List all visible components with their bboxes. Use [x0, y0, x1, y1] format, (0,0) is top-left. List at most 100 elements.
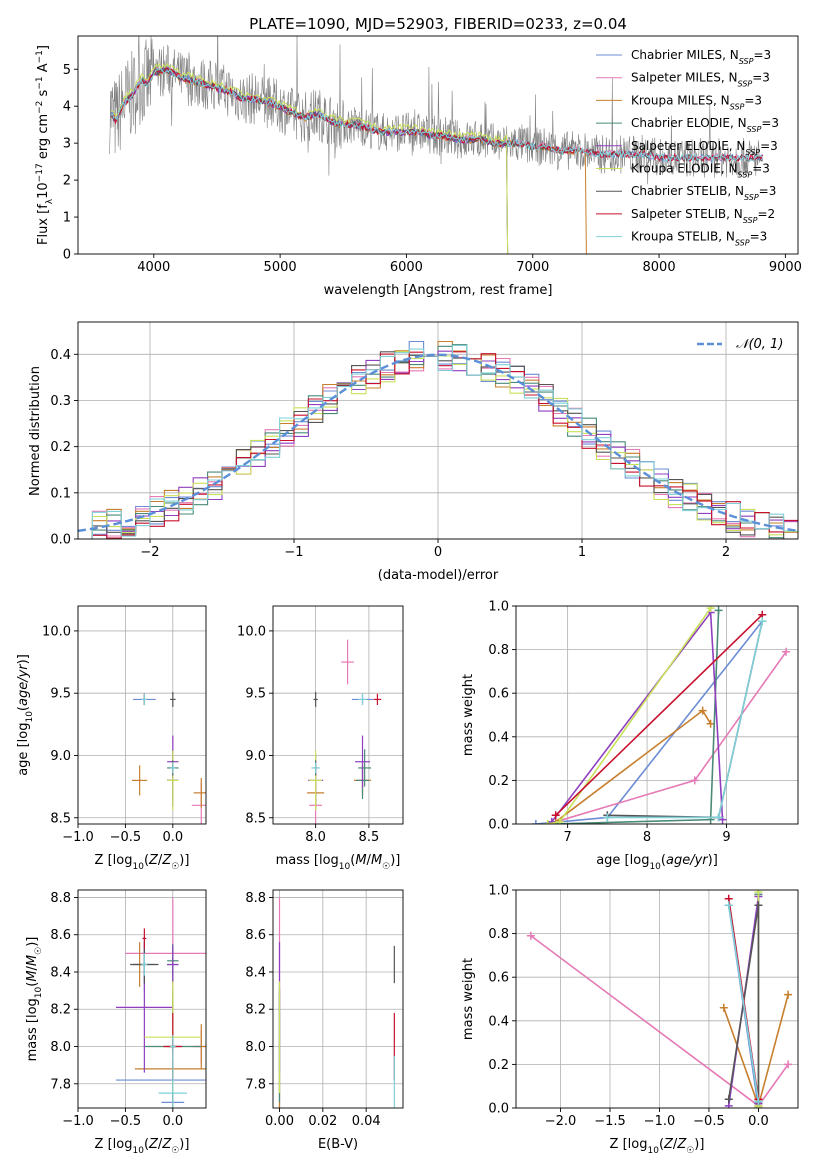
y-tick-label: 10.0 [237, 624, 266, 639]
x-tick-label: 0.02 [308, 1114, 337, 1129]
axis-label-part: ( [16, 706, 31, 711]
x-tick-label: 4000 [137, 260, 170, 275]
legend-label-part: SSP [743, 215, 758, 224]
legend-label-part: SSP [744, 193, 759, 202]
axis-label: age [log10(age/yr)] [596, 853, 718, 872]
axes-weight-vs-Z: −2.0 −1.5 −1.0 −0.5 0.0 0.0 0.2 0.4 0.6 0.8 1.0 Z [… [461, 884, 799, 1156]
legend-label-part: SSP [747, 125, 762, 134]
axis-label-part: ☉ [34, 947, 44, 955]
y-tick-label: 2 [63, 174, 71, 189]
weight-line [555, 709, 712, 823]
x-axis-label: wavelength [Angstrom, rest frame] [324, 283, 553, 298]
legend-label-part: =3 [753, 48, 771, 62]
x-tick-label: −1 [284, 545, 303, 560]
axis-label-part: ( [144, 1137, 149, 1152]
spectrum-model-line [110, 65, 587, 254]
axes-frame [77, 889, 207, 1109]
y-tick-label: 9.5 [245, 687, 266, 702]
weight-marker [698, 706, 707, 715]
axis-label-part: mass [log [276, 853, 339, 868]
weight-marker [724, 1095, 733, 1104]
axis-label-part: ( [659, 1137, 664, 1152]
axis-label-part: Z [161, 1137, 172, 1152]
y-axis-label-part: s [36, 89, 51, 100]
weight-marker [690, 776, 699, 785]
y-tick-label: 4 [63, 100, 71, 115]
axis-label: age [log10(age/yr)] [16, 654, 35, 776]
axes-frame [77, 321, 799, 540]
y-tick-label: 8.0 [50, 1040, 71, 1055]
axes-frame [515, 605, 799, 825]
y-tick-label: 5 [63, 63, 71, 78]
weight-marker [551, 811, 560, 820]
axis-label-part: )] [390, 853, 400, 868]
y-axis-label-part: erg cm [36, 114, 51, 163]
axis-label-part: 10 [132, 862, 144, 872]
normal-reference-curve [78, 353, 798, 533]
spectrum-model-line [110, 66, 509, 254]
y-axis-label-part: −1 [35, 76, 45, 89]
axes-age-vs-Z: −1.0 −0.5 0.08.59.09.510.0Z [log10(Z/Z☉)]a… [16, 605, 207, 872]
axis-label-part: Z [log [95, 853, 133, 868]
axis-label-part: ☉ [382, 862, 390, 872]
axis-label-part: 10 [339, 862, 351, 872]
y-tick-label: 0.0 [50, 533, 71, 548]
y-axis-label-part: λ [45, 198, 55, 204]
legend-label-part: Kroupa ELODIE, N [631, 162, 738, 176]
legend-label-part: SSP [735, 238, 750, 247]
y-tick-label: 8.0 [245, 1040, 266, 1055]
weight-marker [706, 606, 715, 613]
x-tick-label: 9 [722, 830, 730, 845]
x-tick-label: 9000 [769, 260, 802, 275]
plot-area [115, 897, 206, 1108]
axis-label-part: Z [148, 1137, 159, 1152]
legend-label-part: Chabrier MILES, N [631, 48, 739, 62]
legend-label: Chabrier MILES, NSSP=3 [631, 48, 771, 66]
weight-marker [782, 647, 791, 656]
axis-label-part: ( [661, 853, 666, 868]
axis-label-part: M [371, 853, 382, 868]
axes-weight-vs-age: 7 8 9 0.0 0.2 0.4 0.6 0.8 1.0 age [log10(age/yr)]… [461, 600, 799, 872]
y-tick-label: 0 [63, 248, 71, 263]
legend-label: Kroupa STELIB, NSSP=3 [631, 230, 767, 248]
figure-title: PLATE=1090, MJD=52903, FIBERID=0233, z=0… [249, 15, 627, 33]
weight-marker [719, 1003, 728, 1012]
legend-label: Salpeter ELODIE, NSSP=3 [631, 139, 778, 157]
x-tick-label: 8 [643, 830, 651, 845]
legend-label-part: =3 [759, 184, 777, 198]
y-tick-label: 9.0 [245, 749, 266, 764]
axis-label-part: / [673, 1137, 678, 1152]
x-tick-label: 0.0 [748, 1114, 769, 1129]
x-axis-label: (data-model)/error [378, 568, 499, 583]
y-tick-label: 0.6 [488, 971, 509, 986]
weight-marker [543, 820, 552, 824]
plot-area [307, 639, 382, 824]
legend-label-part: SSP [738, 170, 753, 179]
x-tick-label: −1.0 [62, 1114, 94, 1129]
y-tick-label: 0.6 [488, 687, 509, 702]
weight-marker [758, 617, 767, 626]
legend-label-part: Salpeter STELIB, N [631, 207, 743, 221]
legend-label-part: Kroupa MILES, N [631, 93, 730, 107]
plot-layer: 4000 5000 6000 7000 8000 9000 0 1 2 3 4 5 wavelength… [16, 35, 802, 1156]
axes-frame [515, 889, 799, 1109]
axis-label: Z [log10(Z/Z☉)] [95, 1137, 190, 1156]
y-axis-label: Normed distribution [28, 366, 43, 496]
weight-marker [547, 817, 556, 824]
plot-area [132, 691, 206, 824]
axis-label-part: Z [log [610, 1137, 648, 1152]
y-axis-label-part: 10 [36, 182, 51, 199]
axis-label-part: ( [350, 853, 355, 868]
x-tick-label: 7 [563, 830, 571, 845]
legend-label-part: SSP [745, 147, 760, 156]
x-tick-label: 6000 [390, 260, 423, 275]
axis-label-part: ☉ [171, 862, 179, 872]
axis-label-part: / [158, 853, 163, 868]
axis-label-part: ☉ [686, 1146, 694, 1156]
y-tick-label: 0.0 [488, 818, 509, 833]
x-tick-label: −1.5 [594, 1114, 626, 1129]
y-tick-label: 0.8 [488, 927, 509, 942]
y-tick-label: 8.2 [245, 1003, 266, 1018]
y-tick-label: 8.8 [50, 891, 71, 906]
axis-label-part: M [355, 853, 366, 868]
